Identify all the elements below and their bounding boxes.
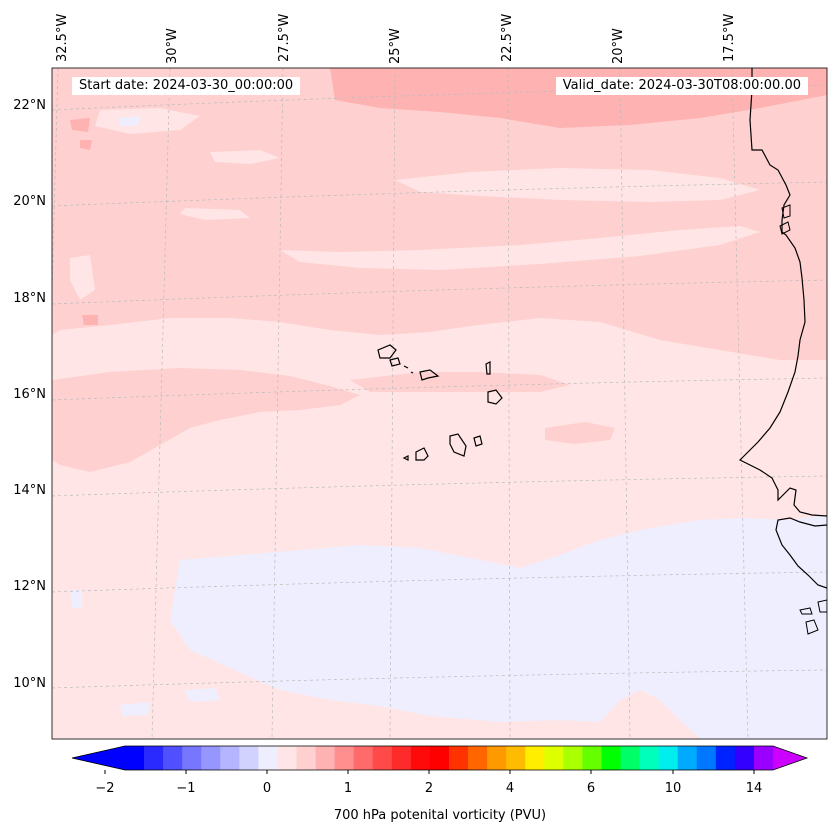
colorbar-segment bbox=[525, 746, 545, 770]
colorbar-segment bbox=[696, 746, 717, 770]
pv-contour-neg-patch-4 bbox=[118, 116, 140, 126]
lon-label-32-5w: 32.5°W bbox=[55, 13, 70, 62]
pv-contour-neg-patch-2 bbox=[120, 702, 150, 716]
pv-contour-strong-patch-2 bbox=[82, 315, 98, 325]
colorbar-segment bbox=[582, 746, 602, 770]
colorbar-segment bbox=[296, 746, 317, 770]
colorbar-segment bbox=[639, 746, 660, 770]
colorbar-segment bbox=[334, 746, 355, 770]
colorbar-segment bbox=[315, 746, 336, 770]
graticule bbox=[52, 68, 827, 739]
lat-label-22n: 22°N bbox=[13, 98, 46, 113]
coastline-africa bbox=[738, 68, 827, 517]
pv-contour-strong-patch-3 bbox=[80, 140, 92, 150]
colorbar-tick: 0 bbox=[262, 781, 272, 796]
colorbar-segment bbox=[506, 746, 526, 770]
colorbar-segment bbox=[563, 746, 583, 770]
colorbar-segment bbox=[734, 746, 755, 770]
lat-label-18n: 18°N bbox=[13, 291, 46, 306]
colorbar-segment bbox=[429, 746, 450, 770]
pv-contour-lobe-east bbox=[545, 422, 615, 444]
colorbar-under-arrow bbox=[72, 746, 125, 770]
pv-contour-band-mid bbox=[52, 68, 827, 360]
pv-contour-light-band-1 bbox=[395, 168, 760, 202]
lat-label-10n: 10°N bbox=[13, 676, 46, 691]
colorbar-segment bbox=[620, 746, 641, 770]
cape-verde-islands bbox=[377, 344, 503, 461]
coastline-africa-south bbox=[775, 517, 827, 589]
lat-label-16n: 16°N bbox=[13, 387, 46, 402]
lon-label-17-5w: 17.5°W bbox=[722, 13, 737, 62]
colorbar-outline bbox=[71, 745, 809, 771]
colorbar-over-arrow bbox=[773, 746, 807, 770]
pv-contour-light-patch-3 bbox=[180, 208, 250, 220]
coastline-islands-south bbox=[799, 599, 827, 635]
colorbar-segment bbox=[220, 746, 240, 770]
lon-label-30w: 30°W bbox=[165, 28, 180, 64]
lat-label-20n: 20°N bbox=[13, 194, 46, 209]
colorbar-tick: 14 bbox=[745, 781, 763, 796]
start-date-label: Start date: 2024-03-30_00:00:00 bbox=[72, 77, 301, 95]
map-area bbox=[52, 68, 827, 739]
lon-label-22-5w: 22.5°W bbox=[500, 13, 515, 62]
pv-contour-light-patch-1 bbox=[95, 108, 200, 134]
map-frame bbox=[51, 67, 828, 740]
pv-contour-negative-region bbox=[170, 515, 827, 739]
colorbar-tick: 1 bbox=[343, 781, 353, 796]
colorbar-segment bbox=[239, 746, 259, 770]
colorbar-segment bbox=[125, 746, 145, 770]
colorbar-segment bbox=[277, 746, 298, 770]
colorbar-label: 700 hPa potenital vorticity (PVU) bbox=[333, 808, 547, 823]
pv-contour-light-patch-2 bbox=[210, 150, 280, 164]
pv-contour-lobe-west bbox=[52, 368, 360, 472]
pv-contour-light-dip bbox=[600, 690, 700, 739]
colorbar-segment bbox=[544, 746, 564, 770]
lon-label-25w: 25°W bbox=[388, 28, 403, 64]
lat-label-12n: 12°N bbox=[13, 579, 46, 594]
lon-label-27-5w: 27.5°W bbox=[277, 13, 292, 62]
colorbar-tick: 2 bbox=[424, 781, 434, 796]
pv-contour-light-band-2 bbox=[280, 226, 760, 270]
colorbar-tick: −1 bbox=[176, 781, 196, 796]
pv-contour-light-patch-4 bbox=[70, 255, 95, 300]
colorbar-segment bbox=[487, 746, 507, 770]
lat-label-14n: 14°N bbox=[13, 483, 46, 498]
pv-contour-lobe-mid bbox=[350, 372, 570, 392]
colorbar-tick: 6 bbox=[586, 781, 596, 796]
colorbar-segment bbox=[182, 746, 202, 770]
colorbar-segment bbox=[372, 746, 393, 770]
colorbar-segment bbox=[391, 746, 412, 770]
colorbar bbox=[71, 745, 809, 774]
colorbar-segment bbox=[601, 746, 622, 770]
pv-contour-neg-patch-1 bbox=[185, 688, 220, 702]
colorbar-segment bbox=[163, 746, 183, 770]
lon-label-20w: 20°W bbox=[611, 28, 626, 64]
colorbar-segment bbox=[353, 746, 374, 770]
colorbar-segment bbox=[677, 746, 698, 770]
pv-contour-neg-patch-3 bbox=[70, 590, 82, 608]
pv-contour-strong-patch-1 bbox=[70, 118, 90, 132]
colorbar-segment bbox=[715, 746, 736, 770]
colorbar-tick: −2 bbox=[95, 781, 115, 796]
colorbar-segment bbox=[410, 746, 431, 770]
colorbar-segment bbox=[144, 746, 164, 770]
colorbar-segment bbox=[753, 746, 774, 770]
coastline-islands-north bbox=[779, 204, 791, 235]
colorbar-segment bbox=[449, 746, 469, 770]
colorbar-segment bbox=[258, 746, 278, 770]
colorbar-segment bbox=[468, 746, 488, 770]
colorbar-tick: 4 bbox=[505, 781, 515, 796]
colorbar-segment bbox=[658, 746, 679, 770]
colorbar-segment bbox=[201, 746, 221, 770]
valid-date-label: Valid_date: 2024-03-30T08:00:00.00 bbox=[555, 77, 808, 95]
colorbar-tick: 10 bbox=[664, 781, 682, 796]
